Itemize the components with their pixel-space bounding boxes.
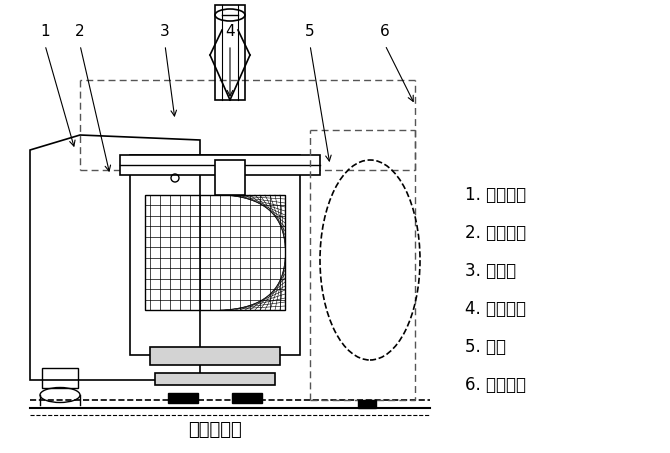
Bar bbox=[150, 347, 280, 365]
Bar bbox=[232, 393, 262, 403]
Text: 2. 安装螺钉: 2. 安装螺钉 bbox=[465, 224, 526, 242]
Bar bbox=[120, 155, 320, 175]
Bar bbox=[168, 393, 198, 403]
Text: 3. 制动器: 3. 制动器 bbox=[465, 262, 516, 280]
Text: 1. 电机端盖: 1. 电机端盖 bbox=[465, 186, 526, 204]
Bar bbox=[155, 373, 275, 385]
Text: 6. 电机风叶: 6. 电机风叶 bbox=[465, 376, 526, 394]
Text: 6: 6 bbox=[380, 24, 390, 39]
Bar bbox=[42, 368, 78, 388]
Text: 安装示意图: 安装示意图 bbox=[188, 421, 242, 439]
Text: 3: 3 bbox=[160, 24, 170, 39]
Text: 2: 2 bbox=[75, 24, 85, 39]
Text: 5. 轴套: 5. 轴套 bbox=[465, 338, 506, 356]
Bar bbox=[145, 195, 285, 310]
Bar bbox=[358, 400, 376, 408]
Bar bbox=[215, 160, 245, 195]
Text: 4: 4 bbox=[225, 24, 234, 39]
Bar bbox=[215, 5, 245, 100]
Text: 5: 5 bbox=[306, 24, 315, 39]
Text: 1: 1 bbox=[40, 24, 50, 39]
Text: 4. 释放手柄: 4. 释放手柄 bbox=[465, 300, 526, 318]
Bar bbox=[130, 155, 300, 355]
